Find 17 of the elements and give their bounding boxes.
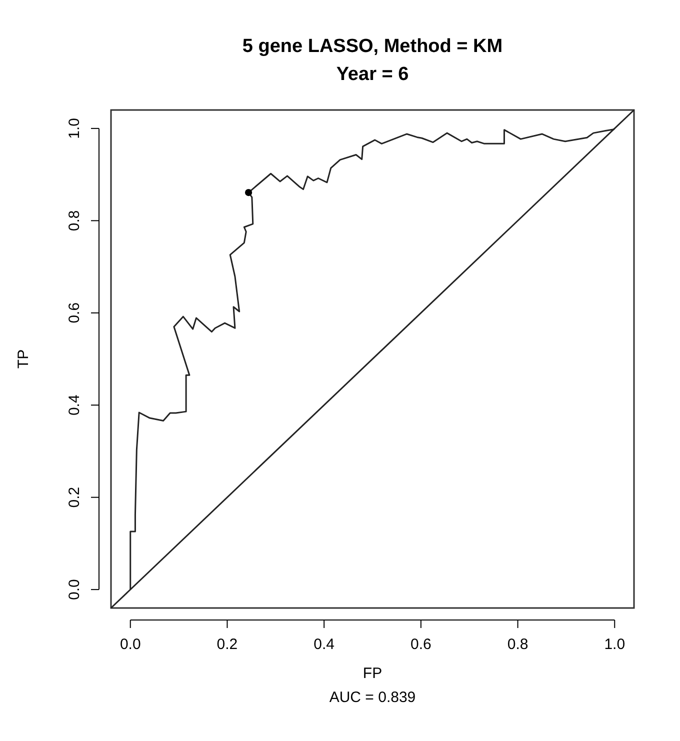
x-tick-label: 1.0 — [604, 636, 626, 653]
chart-title: 5 gene LASSO, Method = KM — [242, 36, 503, 57]
y-tick-label: 1.0 — [66, 118, 83, 139]
x-tick-label: 0.6 — [410, 636, 432, 653]
x-tick-label: 0.8 — [507, 636, 528, 653]
y-tick-label: 0.8 — [66, 210, 83, 232]
y-tick-label: 0.6 — [66, 302, 83, 324]
y-tick-label: 0.2 — [66, 486, 83, 508]
chart-subtitle: Year = 6 — [336, 64, 409, 85]
y-axis-title: TP — [15, 349, 32, 369]
y-tick-label: 0.0 — [66, 579, 83, 600]
x-tick-label: 0.2 — [216, 636, 238, 653]
y-tick-label: 0.4 — [66, 394, 83, 416]
x-tick-label: 0.0 — [120, 636, 141, 653]
text: AUC = 0.839 — [329, 689, 416, 706]
x-axis-title: FP — [362, 665, 382, 682]
x-tick-label: 0.4 — [314, 636, 335, 653]
